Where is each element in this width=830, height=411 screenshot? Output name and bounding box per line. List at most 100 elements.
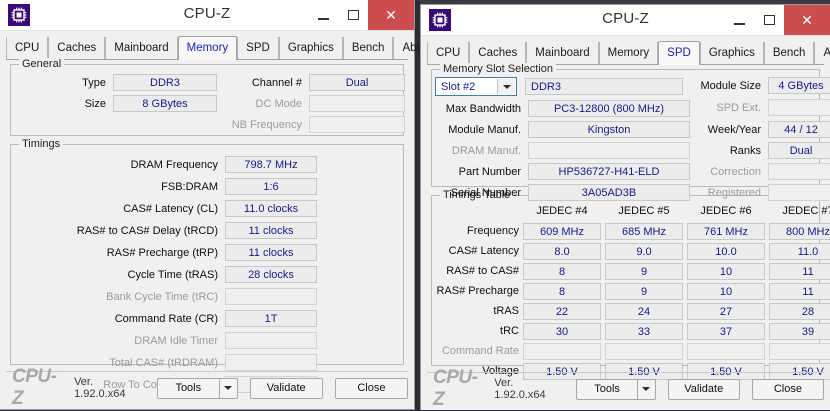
field-value	[309, 116, 405, 133]
timings-table-row-label: Command Rate	[441, 345, 519, 357]
timings-table-cell: 9	[605, 283, 683, 300]
tab-spd[interactable]: SPD	[237, 37, 279, 59]
timings-table-column-header: JEDEC #7	[782, 205, 830, 217]
field-value: 28 clocks	[225, 266, 317, 283]
window-title: CPU-Z	[602, 10, 649, 27]
tab-graphics[interactable]: Graphics	[699, 42, 764, 64]
timings-table-cell	[687, 343, 765, 360]
spd-left-row: Serial Number 3A05AD3B	[431, 184, 690, 201]
minimize-icon[interactable]	[308, 0, 338, 30]
cpuz-window-spd[interactable]: CPU-Z ✕ CPU Caches Mainboard Memory SPD Graph…	[420, 4, 830, 410]
titlebar-right[interactable]: CPU-Z ✕	[421, 5, 830, 36]
tab-mainboard[interactable]: Mainboard	[526, 42, 599, 64]
timing-row: Cycle Time (tRAS) 28 clocks	[10, 266, 317, 283]
window-title: CPU-Z	[183, 5, 231, 22]
chevron-down-icon[interactable]	[637, 378, 656, 400]
field-label: Size	[84, 97, 106, 110]
general-legend: General	[19, 58, 65, 70]
timings-table-cell: 685 MHz	[605, 223, 683, 240]
tab-graphics[interactable]: Graphics	[278, 37, 343, 59]
close-button[interactable]: Close	[751, 378, 824, 400]
version-label: Ver. 1.92.0.x64	[494, 377, 546, 401]
timing-row: RAS# to CAS# Delay (tRCD) 11 clocks	[10, 222, 317, 239]
minimize-icon[interactable]	[724, 5, 754, 35]
field-label: Total CAS# (tRDRAM)	[109, 356, 218, 369]
tab-label: Memory	[186, 42, 229, 54]
timing-row: Command Rate (CR) 1T	[10, 310, 317, 327]
tab-label: CPU	[436, 47, 461, 59]
tab-bench[interactable]: Bench	[763, 42, 815, 64]
spd-right-row: Correction	[689, 163, 830, 180]
tab-about[interactable]: About	[814, 42, 830, 64]
general-dcmode-row: DC Mode	[196, 95, 405, 112]
titlebar-left[interactable]: CPU-Z ✕	[0, 0, 414, 31]
validate-button[interactable]: Validate	[667, 378, 740, 400]
tab-caches[interactable]: Caches	[469, 42, 527, 64]
spd-right-row: Registered	[689, 184, 830, 201]
spd-right-row: SPD Ext.	[689, 99, 830, 116]
maximize-icon[interactable]	[754, 5, 784, 35]
timings-table-row-label: CAS# Latency	[448, 245, 519, 257]
close-icon[interactable]: ✕	[368, 0, 414, 30]
cpu-chip-icon	[429, 9, 451, 31]
timing-row: DRAM Idle Timer	[10, 332, 317, 349]
field-label: DRAM Manuf.	[451, 144, 521, 157]
timings-table-column-header: JEDEC #4	[536, 205, 588, 217]
tab-cpu[interactable]: CPU	[6, 37, 49, 59]
field-label: RAS# Precharge (tRP)	[106, 246, 218, 259]
close-icon[interactable]: ✕	[784, 5, 830, 35]
tab-label: Caches	[478, 47, 518, 59]
validate-button[interactable]: Validate	[249, 377, 323, 399]
tab-caches[interactable]: Caches	[48, 37, 106, 59]
field-value: DDR3	[113, 74, 217, 91]
timings-legend: Timings	[19, 138, 64, 150]
tabstrip-left[interactable]: CPU Caches Mainboard Memory SPD Graphics Bench…	[6, 35, 442, 60]
tab-cpu[interactable]: CPU	[427, 42, 470, 64]
timing-row: Bank Cycle Time (tRC)	[10, 288, 317, 305]
field-value: 11 clocks	[225, 244, 317, 261]
module-type-value: DDR3	[525, 78, 683, 95]
version-label: Ver. 1.92.0.x64	[74, 376, 126, 400]
chevron-down-icon[interactable]	[497, 79, 515, 94]
tools-button[interactable]: Tools	[576, 378, 638, 400]
tab-bench[interactable]: Bench	[342, 37, 394, 59]
timings-table-row-label: tRC	[500, 325, 519, 337]
tab-memory[interactable]: Memory	[177, 36, 238, 60]
tab-mainboard[interactable]: Mainboard	[105, 37, 178, 59]
chevron-down-icon[interactable]	[218, 377, 238, 399]
timings-table-cell: 10.0	[687, 243, 765, 260]
field-label: Correction	[710, 165, 761, 178]
tab-spd[interactable]: SPD	[658, 41, 700, 65]
tab-label: Caches	[57, 42, 97, 54]
timing-row: CAS# Latency (CL) 11.0 clocks	[10, 200, 317, 217]
timings-table-group: Timings Table	[431, 189, 820, 366]
timings-table-row-label: RAS# Precharge	[436, 285, 519, 297]
spd-right-row: Week/Year 44 / 12	[689, 121, 830, 138]
field-label: RAS# to CAS# Delay (tRCD)	[76, 224, 218, 237]
timings-table-cell	[769, 343, 830, 360]
field-label: Module Manuf.	[448, 123, 521, 136]
close-button[interactable]: Close	[334, 377, 408, 399]
timings-table-cell: 30	[523, 323, 601, 340]
tabstrip-right[interactable]: CPU Caches Mainboard Memory SPD Graphics Bench…	[427, 40, 830, 65]
tab-label: Bench	[351, 42, 385, 54]
field-value	[225, 288, 317, 305]
maximize-icon[interactable]	[338, 0, 368, 30]
field-label: Registered	[707, 186, 761, 199]
field-value: 11.0 clocks	[225, 200, 317, 217]
timings-table-cell: 1.50 V	[523, 363, 601, 380]
cpuz-window-memory[interactable]: CPU-Z ✕ CPU Caches Mainboard Memory SPD Graph…	[0, 0, 442, 410]
footer-left: CPU-Z Ver. 1.92.0.x64 Tools Validate Clo…	[6, 366, 408, 409]
field-label: Part Number	[458, 165, 521, 178]
slot-select-value: Slot #2	[441, 80, 476, 93]
slot-select[interactable]: Slot #2	[435, 77, 517, 96]
tab-memory[interactable]: Memory	[598, 42, 659, 64]
tab-label: Memory	[607, 47, 650, 59]
field-value: 11 clocks	[225, 222, 317, 239]
timing-row: FSB:DRAM 1:6	[10, 178, 317, 195]
field-label: Cycle Time (tRAS)	[127, 268, 218, 281]
tab-label: Bench	[772, 47, 806, 59]
tools-button[interactable]: Tools	[156, 377, 219, 399]
tab-label: SPD	[246, 42, 270, 54]
window-controls-left: ✕	[308, 0, 414, 30]
